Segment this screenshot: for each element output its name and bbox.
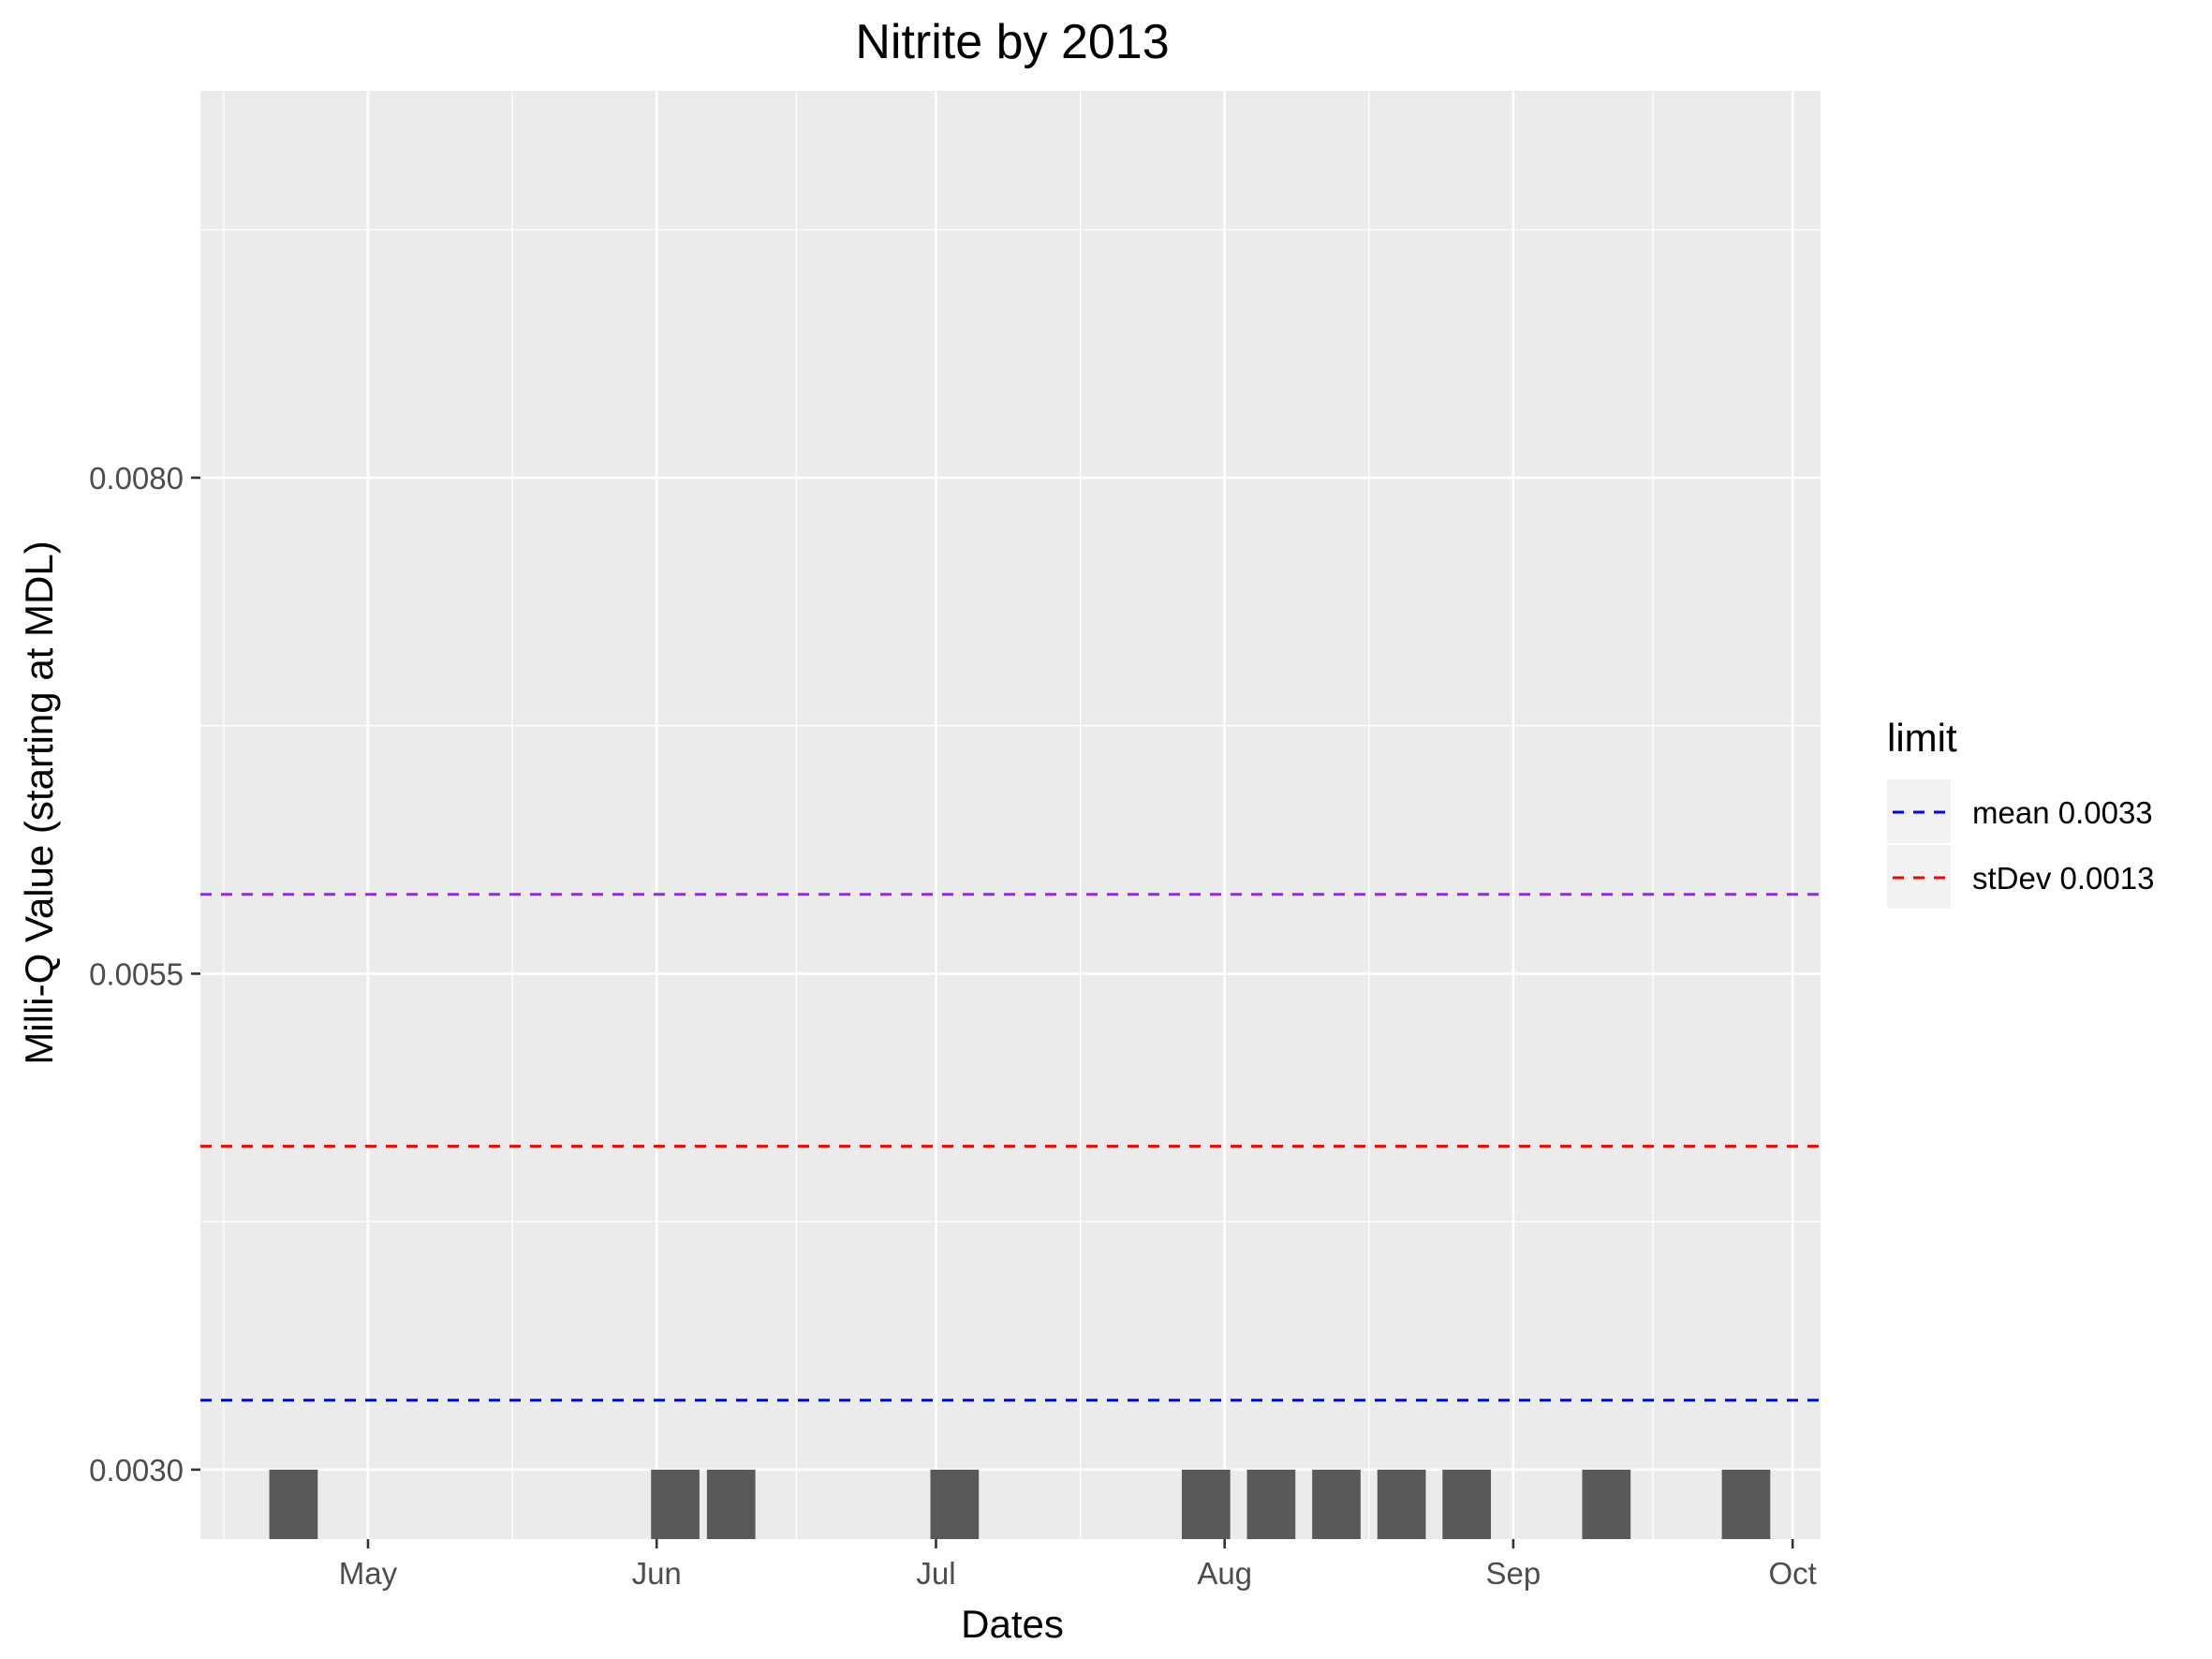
y-axis-title: Milli-Q Value (starting at MDL): [17, 541, 61, 1064]
bar: [706, 1469, 756, 1539]
legend-title: limit: [1887, 716, 1957, 760]
legend-label: stDev 0.0013: [1972, 861, 2154, 896]
bar: [1442, 1469, 1492, 1539]
x-tick-label: Jul: [916, 1556, 955, 1591]
x-axis-title: Dates: [961, 1602, 1064, 1646]
x-tick-label: Jun: [632, 1556, 682, 1591]
bar: [1377, 1469, 1426, 1539]
reference-lines: [200, 893, 1821, 1402]
y-axis: 0.0030 0.0055 0.0080: [89, 461, 200, 1488]
bar: [1312, 1469, 1361, 1539]
legend: limit mean 0.0033 stDev 0.0013: [1887, 716, 2154, 909]
x-tick-label: Oct: [1769, 1556, 1817, 1591]
bar: [651, 1469, 700, 1539]
y-tick-label: 0.0080: [89, 461, 184, 496]
bar: [1582, 1469, 1631, 1539]
legend-label: mean 0.0033: [1972, 795, 2153, 830]
bar: [1181, 1469, 1231, 1539]
x-tick-label: Sep: [1486, 1556, 1541, 1591]
panel-background: [200, 91, 1821, 1539]
bar: [930, 1469, 980, 1539]
x-axis: May Jun Jul Aug Sep Oct: [339, 1539, 1817, 1591]
y-tick-label: 0.0055: [89, 956, 184, 991]
x-tick-label: Aug: [1197, 1556, 1252, 1591]
gridlines: [200, 91, 1821, 1539]
y-tick-label: 0.0030: [89, 1453, 184, 1488]
bar: [1246, 1469, 1296, 1539]
bar: [1721, 1469, 1771, 1539]
plot-panel: [200, 91, 1821, 1539]
x-tick-label: May: [339, 1556, 398, 1591]
bar: [269, 1469, 318, 1539]
bars: [269, 1469, 1771, 1539]
chart-title: Nitrite by 2013: [855, 15, 1169, 69]
